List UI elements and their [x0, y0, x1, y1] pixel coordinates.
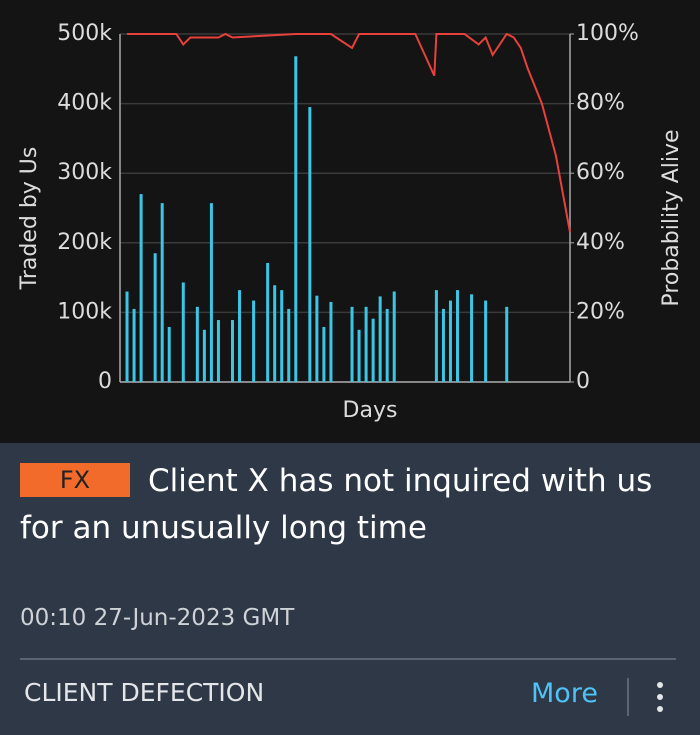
y-tick-label: 500k	[57, 21, 112, 46]
y2-tick-label: 80%	[576, 91, 625, 116]
bar	[181, 282, 185, 382]
bar	[273, 285, 277, 382]
bar	[315, 295, 319, 382]
y2-axis-label: Probability Alive	[659, 129, 684, 306]
alert-card[interactable]: FX Client X has not inquired with us for …	[20, 458, 670, 552]
bar	[132, 308, 136, 382]
y2-tick-label: 100%	[576, 21, 639, 46]
bar	[202, 329, 206, 382]
bar	[378, 296, 382, 382]
alert-title: Client X has not inquired with us for an…	[20, 463, 653, 546]
bar	[350, 306, 354, 382]
bar	[160, 203, 164, 382]
bar	[448, 300, 452, 382]
y-tick-label: 300k	[57, 160, 112, 185]
bar	[505, 306, 509, 382]
more-button[interactable]: More	[531, 678, 598, 709]
menu-dot	[657, 682, 663, 688]
bar	[357, 329, 361, 382]
category: CLIENT DEFECTION	[24, 678, 265, 707]
tag: FX	[20, 463, 130, 497]
bar	[308, 107, 312, 382]
separator	[627, 678, 629, 716]
bar	[139, 194, 143, 382]
bar	[294, 56, 298, 382]
bar	[456, 290, 459, 382]
y-tick-label: 200k	[57, 230, 112, 255]
y2-tick-label: 0	[576, 369, 590, 394]
bar	[252, 300, 256, 382]
menu-dot	[657, 694, 663, 700]
y-tick-label: 0	[98, 369, 112, 394]
bar	[434, 290, 438, 382]
y-tick-label: 400k	[57, 91, 112, 116]
bar	[470, 294, 474, 382]
y-axis-label: Traded by Us	[17, 147, 42, 291]
bar	[322, 327, 326, 382]
chart: Traded by Us Probability Alive Days 0 100…	[0, 0, 700, 443]
bar	[441, 308, 445, 382]
divider	[20, 658, 676, 660]
bar	[266, 262, 270, 382]
bar	[238, 290, 242, 382]
bar	[385, 308, 389, 382]
bar	[153, 253, 157, 382]
bar	[371, 318, 375, 382]
bar	[209, 203, 213, 382]
bar	[287, 308, 291, 382]
probability-line	[127, 32, 571, 233]
bar	[364, 306, 368, 382]
menu-dot	[657, 706, 663, 712]
bar	[392, 291, 396, 382]
bar	[231, 320, 234, 382]
bar	[216, 320, 220, 382]
x-axis-label: Days	[343, 398, 398, 423]
y-tick-label: 100k	[57, 299, 112, 324]
bar	[329, 301, 333, 382]
y2-tick-label: 20%	[576, 299, 625, 324]
y2-tick-label: 60%	[576, 160, 625, 185]
bar	[484, 300, 488, 382]
timestamp: 00:10 27-Jun-2023 GMT	[20, 605, 295, 631]
bar	[195, 306, 199, 382]
y2-tick-label: 40%	[576, 230, 625, 255]
bar	[280, 290, 284, 382]
bar	[167, 327, 171, 382]
bar	[125, 291, 129, 382]
